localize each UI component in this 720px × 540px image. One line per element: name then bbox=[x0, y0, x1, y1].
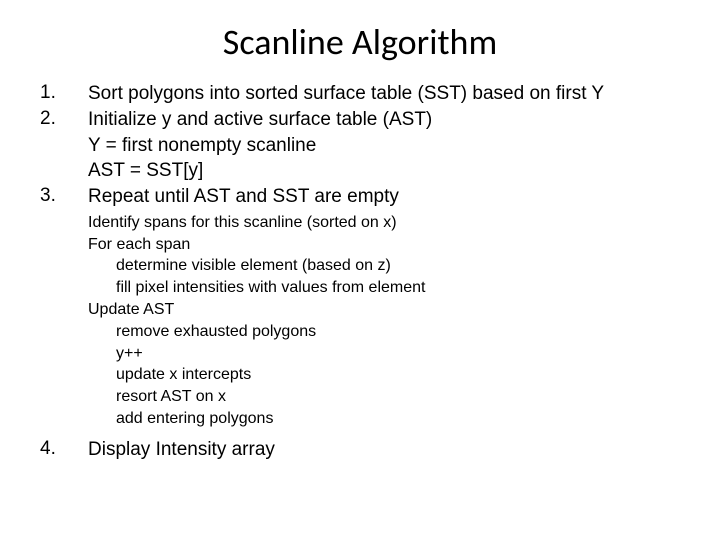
detail-identify-spans: Identify spans for this scanline (sorted… bbox=[88, 213, 680, 234]
step-2-sub-b: AST = SST[y] bbox=[88, 159, 680, 183]
detail-update-ast: Update AST bbox=[88, 300, 680, 321]
step-text: Sort polygons into sorted surface table … bbox=[88, 82, 604, 106]
slide-title: Scanline Algorithm bbox=[40, 20, 680, 64]
step-3-details: Identify spans for this scanline (sorted… bbox=[88, 213, 680, 430]
detail-add-entering: add entering polygons bbox=[88, 409, 680, 430]
algorithm-steps: 1. Sort polygons into sorted surface tab… bbox=[40, 82, 680, 461]
detail-for-each-span: For each span bbox=[88, 235, 680, 256]
step-text: Initialize y and active surface table (A… bbox=[88, 108, 432, 132]
detail-resort-ast: resort AST on x bbox=[88, 387, 680, 408]
detail-update-x: update x intercepts bbox=[88, 365, 680, 386]
step-4: 4. Display Intensity array bbox=[40, 438, 680, 462]
step-number: 4. bbox=[40, 438, 88, 462]
detail-remove-exhausted: remove exhausted polygons bbox=[88, 322, 680, 343]
step-number: 3. bbox=[40, 185, 88, 209]
detail-y-increment: y++ bbox=[88, 344, 680, 365]
detail-fill-pixel: fill pixel intensities with values from … bbox=[88, 278, 680, 299]
step-3: 3. Repeat until AST and SST are empty bbox=[40, 185, 680, 209]
step-text: Repeat until AST and SST are empty bbox=[88, 185, 399, 209]
step-2-sub-a: Y = first nonempty scanline bbox=[88, 134, 680, 158]
step-text: Display Intensity array bbox=[88, 438, 275, 462]
detail-determine-visible: determine visible element (based on z) bbox=[88, 256, 680, 277]
step-number: 1. bbox=[40, 82, 88, 106]
step-number: 2. bbox=[40, 108, 88, 132]
step-1: 1. Sort polygons into sorted surface tab… bbox=[40, 82, 680, 106]
step-2: 2. Initialize y and active surface table… bbox=[40, 108, 680, 132]
